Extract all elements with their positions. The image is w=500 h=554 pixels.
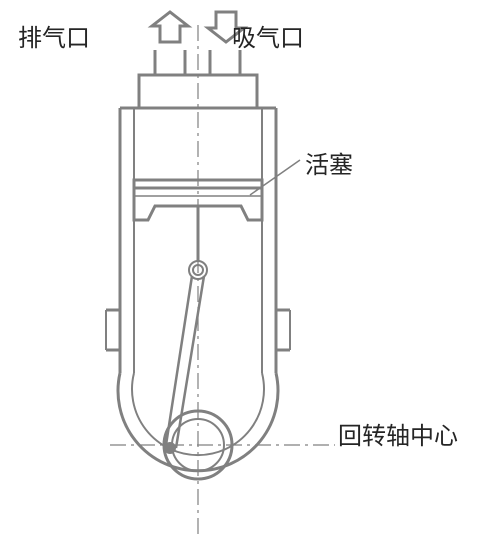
rotation-center-label: 回转轴中心	[338, 416, 458, 451]
intake-label: 吸气口	[232, 18, 304, 53]
crankpin	[165, 443, 175, 453]
exhaust-port	[155, 50, 185, 75]
engine-diagram	[0, 0, 500, 554]
exhaust-arrow-icon	[152, 12, 188, 42]
intake-port	[210, 50, 240, 75]
exhaust-label: 排气口	[18, 18, 90, 53]
piston-label: 活塞	[305, 145, 353, 180]
